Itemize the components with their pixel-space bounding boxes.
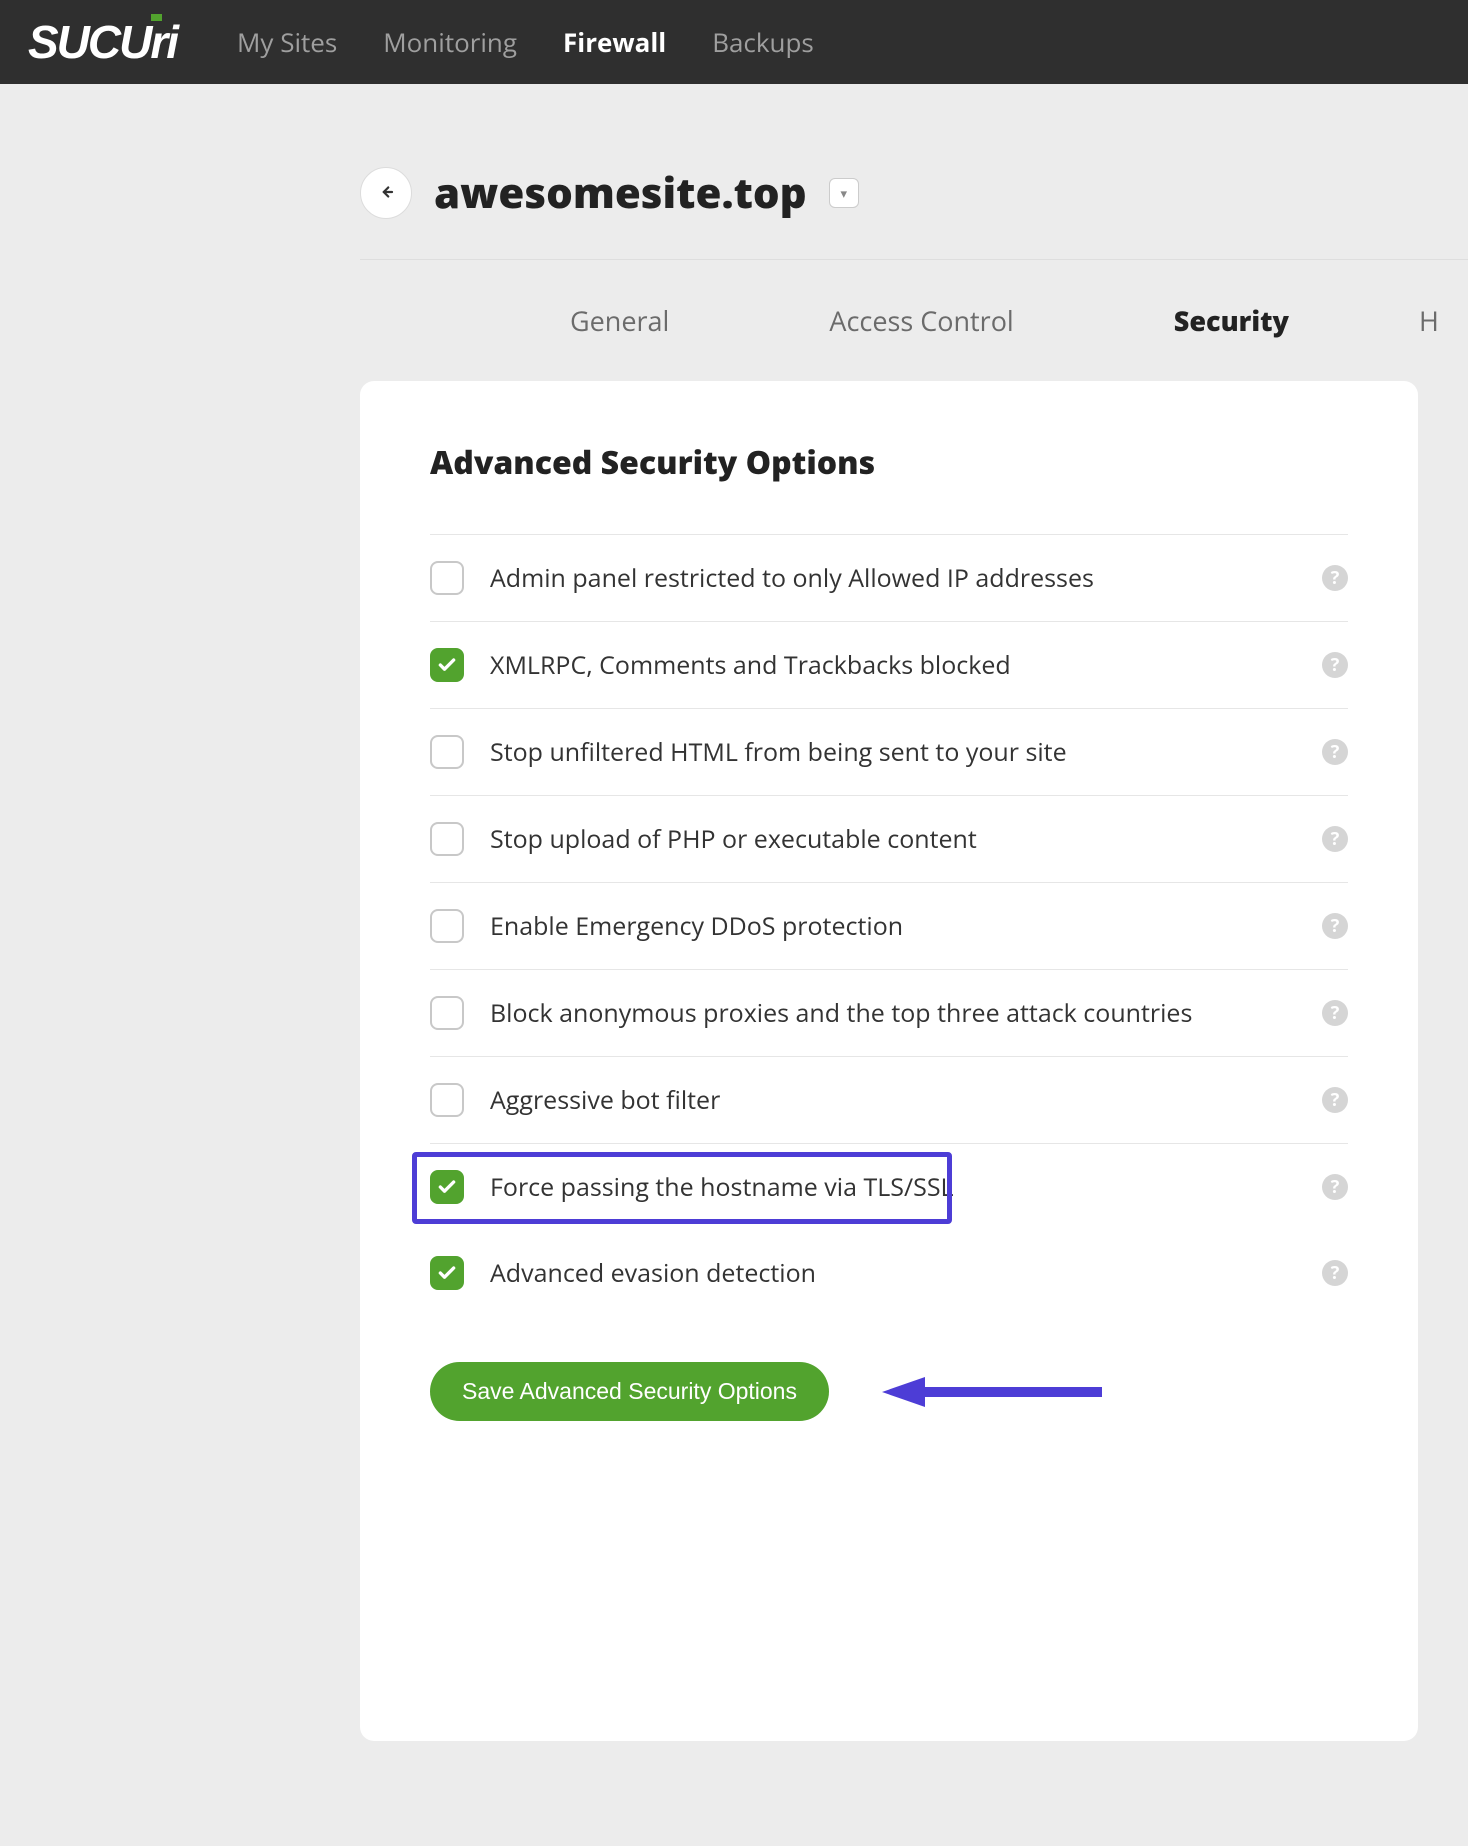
option-row: Advanced evasion detection? [430,1230,1348,1316]
option-checkbox[interactable] [430,1170,464,1204]
option-label: Admin panel restricted to only Allowed I… [490,561,1296,595]
option-checkbox[interactable] [430,561,464,595]
annotation-arrow-icon [877,1375,1107,1409]
site-name: awesomesite.top [434,164,807,221]
option-label: Block anonymous proxies and the top thre… [490,996,1296,1030]
help-icon[interactable]: ? [1322,565,1348,591]
option-checkbox[interactable] [430,735,464,769]
chevron-down-icon: ▾ [840,184,847,202]
option-label: Force passing the hostname via TLS/SSL [490,1170,1296,1204]
option-label: Aggressive bot filter [490,1083,1296,1117]
help-icon[interactable]: ? [1322,652,1348,678]
site-header: awesomesite.top ▾ [360,164,1468,221]
help-icon[interactable]: ? [1322,913,1348,939]
option-label: Enable Emergency DDoS protection [490,909,1296,943]
help-icon[interactable]: ? [1322,1000,1348,1026]
option-checkbox[interactable] [430,648,464,682]
option-checkbox[interactable] [430,1083,464,1117]
logo[interactable]: SUCUri [28,15,177,69]
subtab-security[interactable]: Security [1174,302,1289,339]
top-nav: SUCUri My Sites Monitoring Firewall Back… [0,0,1468,84]
nav-my-sites[interactable]: My Sites [237,24,337,60]
logo-text: SUCUri [28,15,177,69]
save-row: Save Advanced Security Options [430,1362,1348,1421]
option-checkbox[interactable] [430,996,464,1030]
option-label: Stop upload of PHP or executable content [490,822,1296,856]
card-title: Advanced Security Options [430,441,1348,484]
subtab-row: General Access Control Security H [360,260,1468,381]
options-list: Admin panel restricted to only Allowed I… [430,534,1348,1316]
subtab-access-control[interactable]: Access Control [829,302,1013,339]
help-icon[interactable]: ? [1322,739,1348,765]
subtab-cut[interactable]: H [1419,302,1439,339]
site-dropdown-button[interactable]: ▾ [829,178,859,208]
option-row: Stop upload of PHP or executable content… [430,795,1348,882]
option-row: Force passing the hostname via TLS/SSL? [430,1143,1348,1230]
option-checkbox[interactable] [430,1256,464,1290]
help-icon[interactable]: ? [1322,1260,1348,1286]
help-icon[interactable]: ? [1322,1087,1348,1113]
nav-backups[interactable]: Backups [712,24,814,60]
option-row: Enable Emergency DDoS protection? [430,882,1348,969]
nav-items: My Sites Monitoring Firewall Backups [237,24,814,60]
option-row: Admin panel restricted to only Allowed I… [430,534,1348,621]
option-row: Block anonymous proxies and the top thre… [430,969,1348,1056]
option-row: XMLRPC, Comments and Trackbacks blocked? [430,621,1348,708]
option-label: XMLRPC, Comments and Trackbacks blocked [490,648,1296,682]
back-button[interactable] [360,167,412,219]
card-advanced-security: Advanced Security Options Admin panel re… [360,381,1418,1741]
option-checkbox[interactable] [430,909,464,943]
help-icon[interactable]: ? [1322,1174,1348,1200]
help-icon[interactable]: ? [1322,826,1348,852]
nav-monitoring[interactable]: Monitoring [383,24,517,60]
option-label: Advanced evasion detection [490,1256,1296,1290]
save-button[interactable]: Save Advanced Security Options [430,1362,829,1421]
option-row: Aggressive bot filter? [430,1056,1348,1143]
page-content: awesomesite.top ▾ General Access Control… [0,164,1468,1741]
nav-firewall[interactable]: Firewall [563,24,666,60]
option-label: Stop unfiltered HTML from being sent to … [490,735,1296,769]
option-checkbox[interactable] [430,822,464,856]
subtab-general[interactable]: General [570,302,669,339]
option-row: Stop unfiltered HTML from being sent to … [430,708,1348,795]
arrow-left-icon [377,176,395,209]
